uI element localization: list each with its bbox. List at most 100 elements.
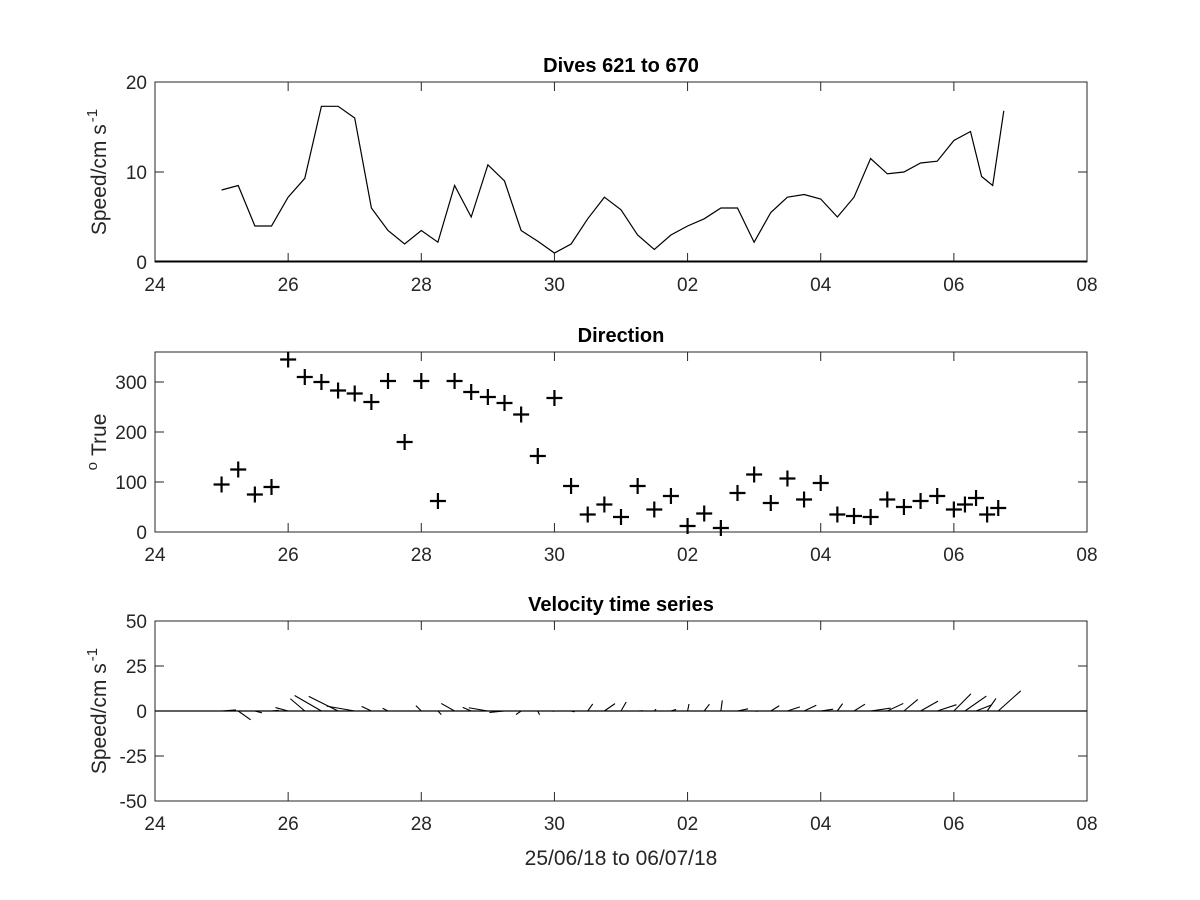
- direction-point: [413, 373, 430, 389]
- direction-x-tick-label: 06: [943, 545, 964, 566]
- velocity-stick: [670, 708, 677, 712]
- velocity-stick: [986, 698, 997, 712]
- velocity-stick: [903, 699, 919, 712]
- velocity-stick: [787, 706, 801, 712]
- direction-y-tick-label: 300: [115, 373, 147, 394]
- velocity-stick: [237, 710, 251, 721]
- velocity-stick: [271, 709, 279, 712]
- direction-point: [990, 500, 1007, 516]
- speed-chart: 24 26 28 30 02 04 06 08 0 10 20 Dives 621 to 670 Spe…: [84, 55, 1098, 296]
- velocity-stick: [937, 704, 957, 712]
- velocity-stick: [920, 700, 939, 712]
- speed-x-tick-label: 04: [810, 275, 832, 296]
- velocity-x-tick-label: 08: [1076, 814, 1097, 835]
- direction-point: [246, 486, 263, 503]
- velocity-stick: [887, 702, 904, 712]
- direction-point: [429, 493, 446, 509]
- direction-point: [829, 506, 846, 523]
- velocity-stick: [720, 700, 723, 712]
- direction-point: [330, 382, 347, 399]
- velocity-stick: [870, 707, 891, 712]
- velocity-stick: [620, 701, 627, 712]
- direction-x-tick-label: 30: [544, 545, 565, 566]
- y-label-superscript: -1: [84, 648, 101, 661]
- speed-chart-title: Dives 621 to 670: [543, 55, 699, 77]
- speed-series-line: [221, 105, 1005, 254]
- direction-point: [629, 478, 646, 494]
- velocity-stick: [953, 693, 972, 712]
- direction-x-tick-label: 02: [677, 545, 698, 566]
- velocity-y-tick-label: -25: [120, 747, 147, 768]
- speed-y-tick-label: 10: [126, 163, 147, 184]
- direction-plot-area: [154, 351, 1088, 533]
- direction-point: [296, 369, 313, 385]
- speed-x-tick-label: 06: [943, 275, 964, 296]
- velocity-stick: [462, 706, 472, 712]
- velocity-x-tick-label: 02: [677, 814, 698, 835]
- direction-point: [912, 493, 929, 509]
- direction-point: [563, 478, 580, 494]
- velocity-stick: [997, 690, 1022, 712]
- velocity-stick: [468, 707, 488, 712]
- speed-y-axis-label: Speed/cm s -1: [84, 109, 111, 235]
- y-label-superscript: -1: [84, 109, 101, 122]
- direction-y-tick-label: 0: [136, 523, 147, 544]
- velocity-x-tick-label: 30: [544, 814, 565, 835]
- direction-point: [812, 475, 829, 491]
- direction-point: [546, 390, 563, 406]
- y-label-text: Speed/cm s: [88, 124, 111, 235]
- velocity-stick: [820, 708, 834, 712]
- direction-y-axis-label: o True: [84, 414, 111, 471]
- velocity-x-tick-label: 28: [411, 814, 432, 835]
- direction-point: [646, 501, 663, 518]
- velocity-x-tick-label: 24: [144, 814, 166, 835]
- velocity-stick: [221, 709, 237, 712]
- direction-chart-title: Direction: [578, 325, 665, 347]
- velocity-y-tick-label: 50: [126, 612, 147, 633]
- velocity-stick: [964, 695, 987, 712]
- velocity-stick: [687, 703, 690, 712]
- direction-y-tick-label: 200: [115, 423, 147, 444]
- direction-point: [396, 434, 413, 450]
- direction-point: [862, 509, 879, 525]
- velocity-y-tick-label: 0: [136, 702, 147, 723]
- velocity-stick: [326, 705, 355, 712]
- direction-point: [762, 495, 779, 511]
- velocity-stick: [703, 703, 710, 712]
- velocity-stick: [836, 703, 844, 712]
- speed-plot-area: [154, 81, 1088, 263]
- direction-point: [879, 491, 896, 508]
- velocity-stick: [308, 695, 339, 712]
- direction-point: [613, 509, 629, 525]
- velocity-y-axis-label: Speed/cm s -1: [84, 648, 111, 774]
- direction-point: [679, 518, 696, 534]
- direction-point: [496, 395, 513, 411]
- velocity-stick: [537, 710, 541, 716]
- direction-y-tick-label: 100: [115, 473, 147, 494]
- velocity-x-axis-label: 25/06/18 to 06/07/18: [525, 847, 718, 870]
- velocity-stick: [587, 703, 594, 712]
- direction-point: [895, 499, 912, 515]
- direction-x-tick-label: 08: [1076, 545, 1097, 566]
- velocity-chart: 24 26 28 30 02 04 06 08 50 25 0 -25 -50 Velocity time…: [84, 594, 1098, 870]
- direction-x-tick-label: 24: [144, 545, 166, 566]
- speed-x-tick-label: 30: [544, 275, 565, 296]
- direction-point: [446, 373, 463, 389]
- direction-point: [263, 479, 280, 495]
- velocity-stick: [653, 708, 657, 712]
- velocity-y-tick-label: 25: [126, 657, 147, 678]
- direction-point: [380, 373, 396, 389]
- direction-point: [363, 394, 380, 410]
- velocity-x-tick-label: 04: [810, 814, 832, 835]
- direction-chart: 24 26 28 30 02 04 06 08 0 100 200 300 Direction o True: [84, 325, 1098, 566]
- velocity-stick: [440, 702, 455, 712]
- direction-point: [513, 406, 530, 423]
- direction-point: [979, 506, 996, 523]
- speed-x-tick-label: 26: [278, 275, 299, 296]
- velocity-stick: [803, 704, 817, 712]
- velocity-y-tick-label: -50: [120, 792, 147, 813]
- velocity-stick: [515, 710, 522, 716]
- direction-point: [712, 520, 729, 536]
- velocity-stick: [737, 708, 749, 712]
